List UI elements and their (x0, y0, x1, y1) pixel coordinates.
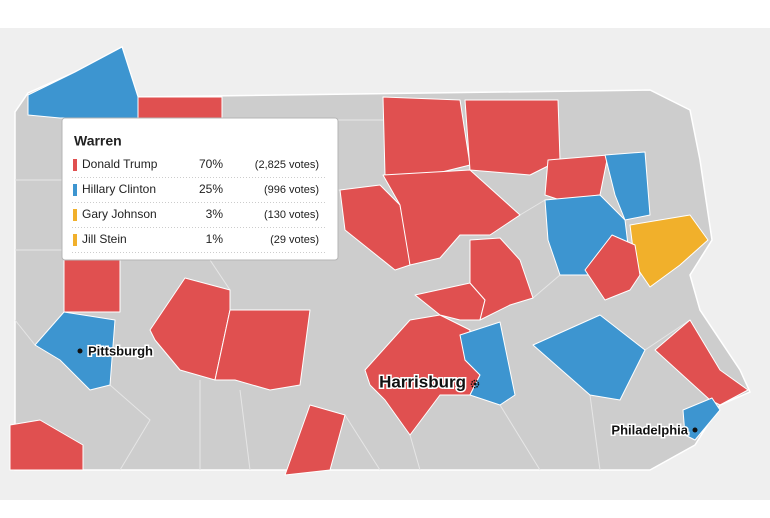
county[interactable] (532, 314, 646, 401)
capital-marker (470, 379, 480, 389)
legend-swatch (73, 159, 77, 171)
legend-swatch (73, 234, 77, 246)
county[interactable] (459, 321, 516, 406)
county[interactable] (9, 419, 84, 471)
vote-count: (2,825 votes) (255, 159, 319, 171)
tooltip: Warren Donald Trump 70% (2,825 votes) Hilla… (61, 117, 339, 261)
county[interactable] (464, 99, 561, 176)
city-label: Harrisburg (379, 372, 466, 391)
legend-swatch (73, 209, 77, 221)
county[interactable] (544, 154, 609, 201)
vote-share: 70% (199, 157, 223, 171)
county[interactable] (34, 311, 116, 391)
candidate-name: Donald Trump (82, 157, 158, 171)
county[interactable] (584, 234, 641, 301)
county[interactable] (382, 96, 471, 176)
candidate-name: Jill Stein (82, 232, 127, 246)
vote-count: (996 votes) (264, 184, 319, 196)
legend-swatch (73, 184, 77, 196)
vote-share: 25% (199, 182, 223, 196)
tooltip-box (61, 117, 339, 261)
vote-count: (130 votes) (264, 209, 319, 221)
tooltip-title: Warren (74, 133, 122, 149)
vote-count: (29 votes) (270, 234, 319, 246)
vote-share: 3% (206, 207, 224, 221)
city-dot (692, 427, 698, 433)
city-label: Philadelphia (611, 422, 688, 437)
county[interactable] (382, 169, 521, 266)
county[interactable] (682, 397, 721, 441)
counties (9, 46, 749, 476)
vote-share: 1% (206, 232, 224, 246)
county[interactable] (214, 309, 311, 391)
county[interactable] (604, 151, 651, 221)
county[interactable] (137, 96, 223, 121)
county[interactable] (469, 237, 534, 321)
city-label: Pittsburgh (88, 343, 153, 358)
city-dot (77, 348, 83, 354)
candidate-name: Hillary Clinton (82, 182, 156, 196)
county[interactable] (284, 404, 346, 476)
candidate-name: Gary Johnson (82, 207, 157, 221)
